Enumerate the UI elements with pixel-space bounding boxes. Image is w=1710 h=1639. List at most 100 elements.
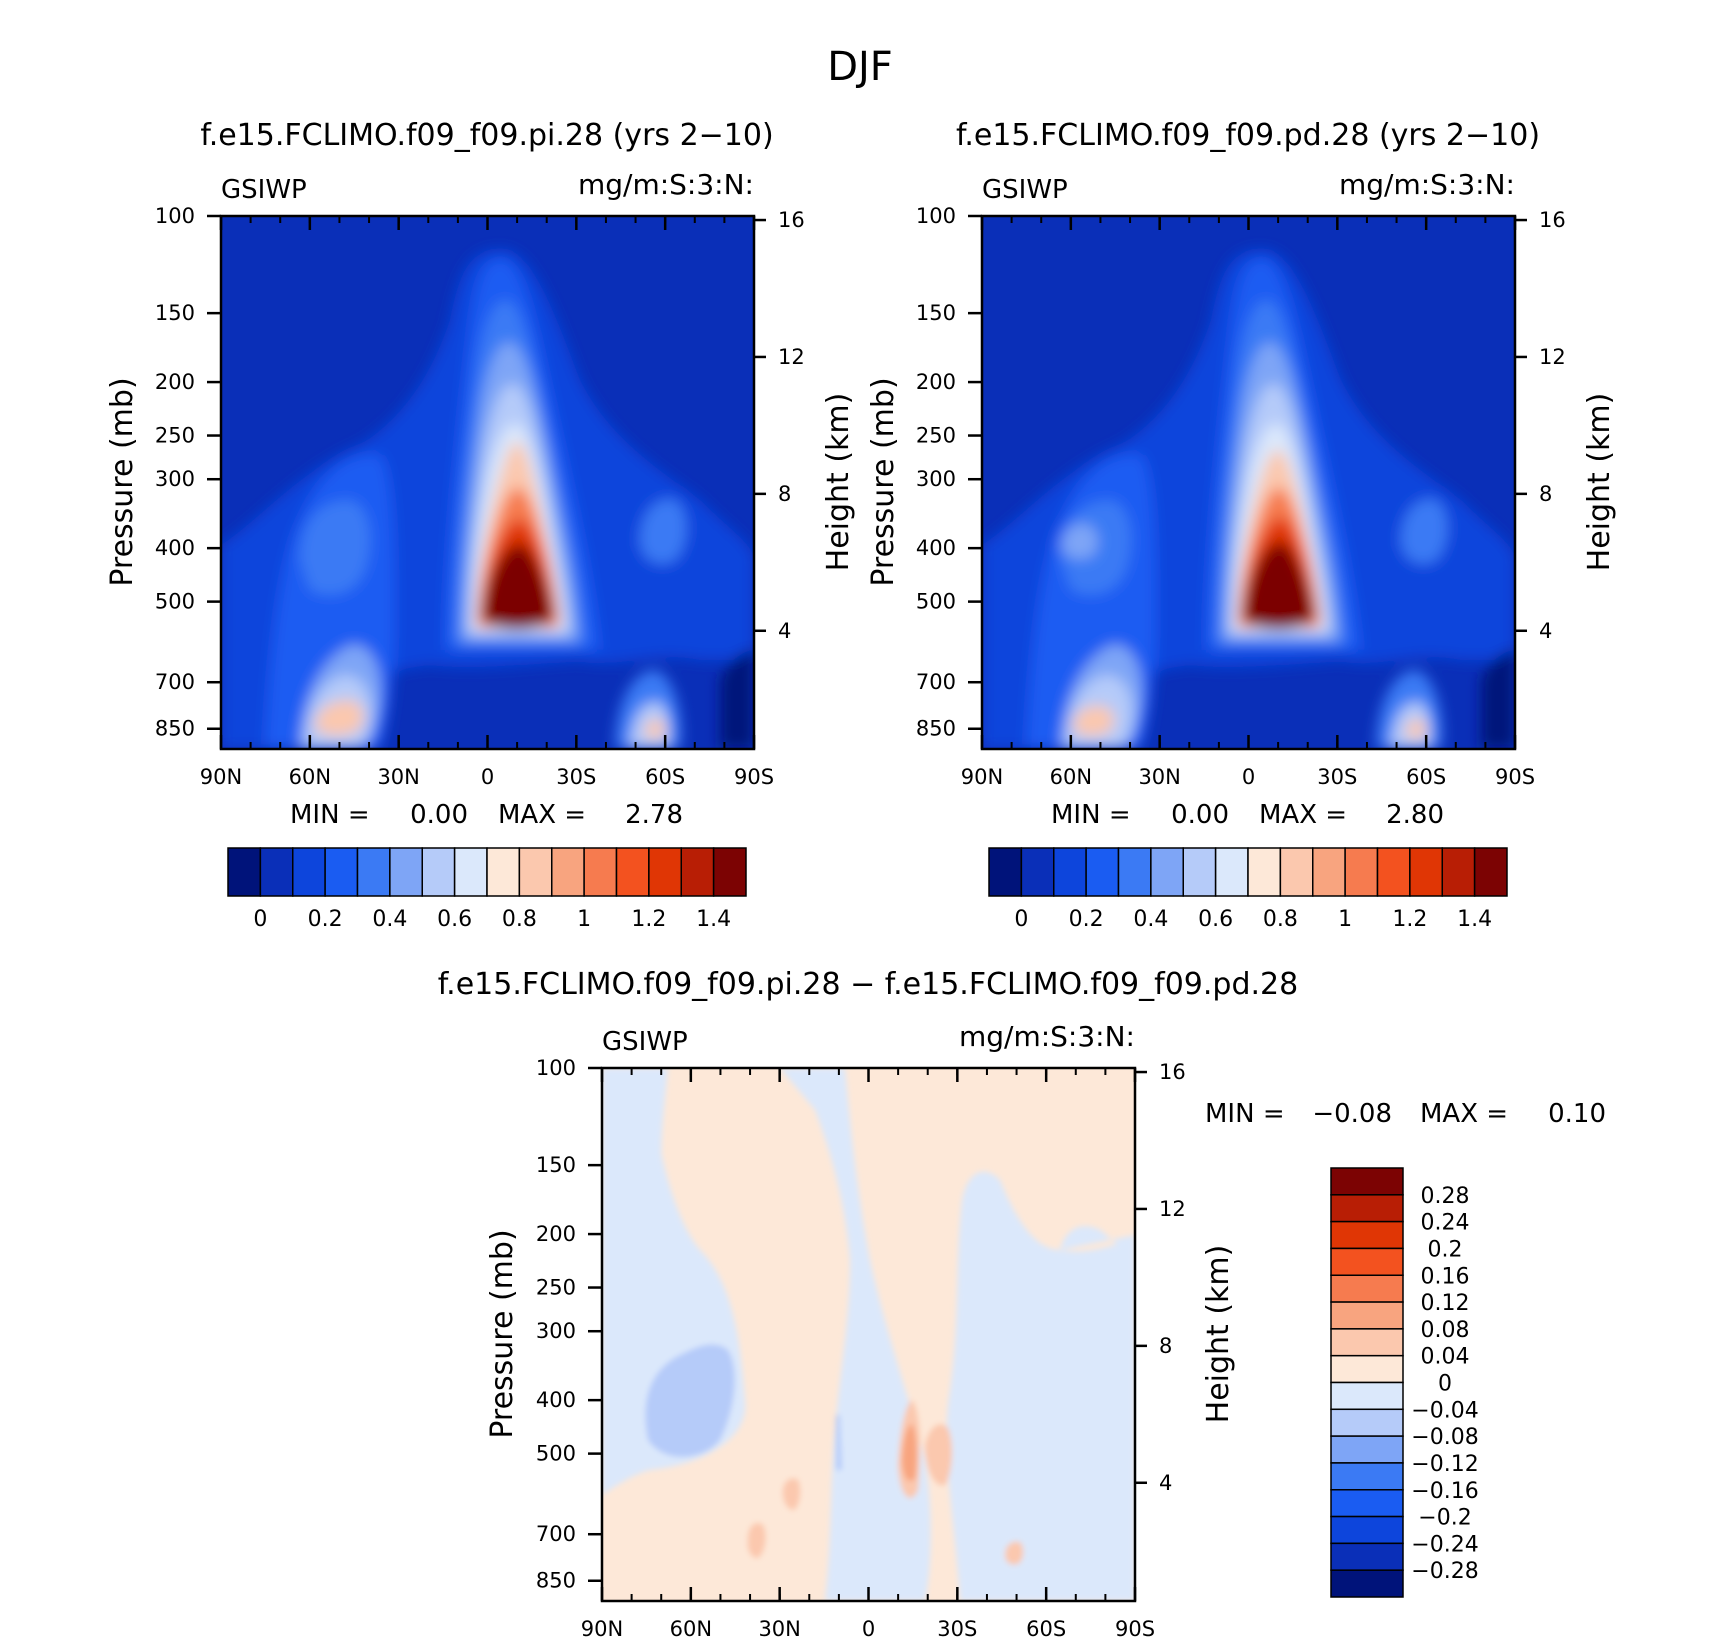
y-tick-label: 150 (155, 301, 195, 325)
x-tick-label: 60S (1406, 765, 1446, 789)
colorbar-label: 1 (1338, 907, 1352, 932)
colorbar-swatch (1117, 847, 1152, 897)
colorbar-swatch (1330, 1435, 1404, 1464)
y-tick-label: 100 (536, 1056, 576, 1080)
colorbar-label: −0.16 (1411, 1479, 1478, 1504)
x-tick-label: 90S (1495, 765, 1535, 789)
y-tick-label: 400 (536, 1388, 576, 1412)
panel-diff-y2label: Height (km) (1201, 1245, 1236, 1424)
panel-pd-max-value: 2.80 (1386, 800, 1444, 830)
contour-sh-dark (720, 650, 754, 749)
y2-tick-label: 16 (1159, 1060, 1186, 1084)
field-contours (221, 249, 754, 749)
colorbar-label: 0.8 (502, 907, 537, 932)
colorbar-label: 1.4 (1457, 907, 1492, 932)
colorbar-label: 0 (1438, 1372, 1452, 1397)
panel-pd-axes: 90N 60N 30N 0 30S 60S 90S 100 150 200 250 300 400 500… (916, 204, 1566, 789)
colorbar-swatch (1279, 847, 1314, 897)
panel-pd-units: mg/m:S:3:N: (1339, 168, 1515, 201)
colorbar-label: 1.4 (696, 907, 731, 932)
colorbar-swatch (648, 847, 682, 897)
y-tick-label: 850 (155, 717, 195, 741)
colorbar-swatch (1330, 1381, 1404, 1411)
y-tick-label: 250 (155, 424, 195, 448)
y2-tick-label: 16 (778, 208, 805, 232)
colorbar-label: 0.08 (1421, 1318, 1470, 1343)
panel-diff-max-label: MAX = (1420, 1099, 1508, 1129)
y-tick-label: 400 (155, 536, 195, 560)
colorbar-label: 1.2 (631, 907, 666, 932)
colorbar-swatch (292, 847, 326, 897)
colorbar-label: 0.8 (1263, 907, 1298, 932)
panel-pd-max-label: MAX = (1259, 800, 1347, 830)
colorbar-label: 0 (1014, 907, 1028, 932)
panel-pi-colorbar: 0 0.2 0.4 0.6 0.8 1 1.2 1.4 (227, 847, 747, 932)
y-tick-label: 150 (536, 1153, 576, 1177)
y2-tick-label: 8 (1539, 482, 1552, 506)
colorbar-swatch (680, 847, 715, 897)
colorbar-swatch (356, 847, 391, 897)
panel-pd-min-value: 0.00 (1171, 800, 1229, 830)
y-tick-label: 250 (916, 424, 956, 448)
y-tick-label: 850 (916, 717, 956, 741)
contour-sh-core (1406, 719, 1426, 739)
contour-neg-sh-top (1060, 1226, 1135, 1260)
y2-tick-label: 8 (778, 482, 791, 506)
colorbar-label: 0.12 (1421, 1291, 1470, 1316)
x-tick-label: 60N (289, 765, 331, 789)
field-contours (982, 249, 1515, 749)
contour-sh-dark (1481, 650, 1515, 749)
panel-pi-axes: 90N 60N 30N 0 30S 60S 90S 100 150 200 250 300 400 500… (155, 204, 805, 789)
colorbar-swatch (1330, 1167, 1404, 1196)
contour-pos-core (902, 1424, 917, 1481)
panel-pi-max-value: 2.78 (625, 800, 683, 830)
colorbar-label: 0.2 (1069, 907, 1104, 932)
panel-pi: f.e15.FCLIMO.f09_f09.pi.28 (yrs 2−10) GS… (105, 118, 856, 932)
colorbar-swatch (1330, 1328, 1404, 1357)
x-tick-label: 90N (200, 765, 242, 789)
contour-nh-blob (1061, 523, 1098, 560)
y2-tick-label: 8 (1159, 1334, 1172, 1358)
colorbar-swatch (518, 847, 553, 897)
y-tick-label: 300 (155, 467, 195, 491)
x-tick-label: 60S (1026, 1617, 1066, 1639)
x-tick-label: 30S (1317, 765, 1357, 789)
colorbar-label: −0.2 (1418, 1506, 1471, 1531)
x-tick-label: 90S (1115, 1617, 1155, 1639)
x-tick-label: 30N (1138, 765, 1180, 789)
colorbar-swatch (1330, 1354, 1404, 1384)
colorbar-swatch (712, 847, 747, 897)
panel-pd-ylabel: Pressure (mb) (866, 377, 901, 586)
colorbar-swatch (1330, 1489, 1404, 1518)
colorbar-swatch (1473, 847, 1508, 897)
panel-diff: f.e15.FCLIMO.f09_f09.pi.28 − f.e15.FCLIM… (438, 967, 1606, 1639)
colorbar-swatch (1182, 847, 1217, 897)
y-tick-label: 200 (916, 370, 956, 394)
contour-pos-5 (1005, 1541, 1024, 1565)
y-tick-label: 850 (536, 1569, 576, 1593)
panel-pd-field (982, 216, 1515, 749)
panel-pi-ylabel: Pressure (mb) (105, 377, 140, 586)
colorbar-label: −0.12 (1411, 1452, 1478, 1477)
field-contours (602, 1068, 1135, 1601)
y-tick-label: 400 (916, 536, 956, 560)
panel-pd-min-label: MIN = (1051, 800, 1131, 830)
y-tick-label: 150 (916, 301, 956, 325)
x-tick-label: 60N (1050, 765, 1092, 789)
x-tick-label: 30N (758, 1617, 800, 1639)
colorbar-label: 0.16 (1421, 1264, 1470, 1289)
colorbar-swatch (1214, 847, 1249, 897)
y-tick-label: 300 (916, 467, 956, 491)
colorbar-label: −0.04 (1411, 1398, 1478, 1423)
x-tick-label: 0 (862, 1617, 875, 1639)
y2-tick-label: 12 (1539, 345, 1566, 369)
panel-pi-units: mg/m:S:3:N: (578, 168, 754, 201)
colorbar-swatch (1085, 847, 1120, 897)
colorbar-label: 1 (577, 907, 591, 932)
colorbar-label: 0.4 (1133, 907, 1168, 932)
colorbar-swatch (453, 847, 488, 897)
panel-diff-units: mg/m:S:3:N: (959, 1020, 1135, 1053)
contour-pos-2 (925, 1424, 952, 1486)
panel-pi-y2label: Height (km) (821, 393, 856, 572)
